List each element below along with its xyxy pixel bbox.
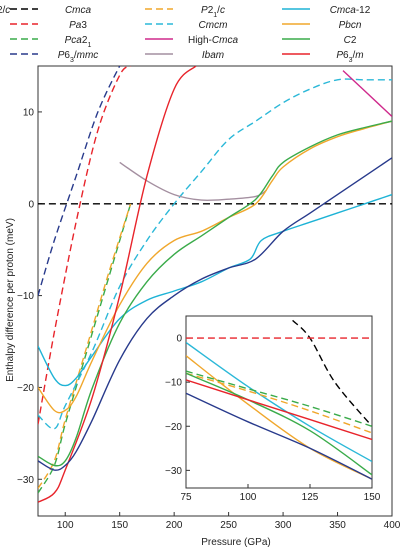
legend-label: Ibam	[202, 50, 224, 61]
legend-item-ibam: Ibam	[145, 50, 224, 61]
main-series-cmca-12	[38, 193, 392, 387]
main-xtick-label: 250	[220, 520, 237, 531]
legend-label: C2	[344, 35, 357, 46]
inset-xtick-label: 125	[302, 492, 319, 503]
legend-label: P63/mmc	[58, 50, 99, 64]
legend-label: Cmca-12	[330, 5, 371, 16]
legend-item-cmcm: Cmcm	[145, 20, 227, 31]
main-ytick-label: −20	[17, 383, 34, 394]
inset-xtick-label: 75	[180, 492, 192, 503]
legend-item-p63-mmc: P63/mmc	[10, 50, 98, 64]
legend-item-pbcn: Pbcn	[282, 20, 362, 31]
legend-label: Pca21	[65, 35, 92, 49]
legend-item-cmca-12: Cmca-12	[282, 5, 371, 16]
legend-item-c2: C2	[282, 35, 357, 46]
main-series-high-cmca	[342, 70, 392, 118]
main-xtick-label: 150	[111, 520, 128, 531]
inset-ytick-label: −20	[165, 422, 182, 433]
inset-series-cmcm	[186, 341, 372, 463]
inset-series-c2-c	[186, 392, 372, 480]
main-ytick-label: −30	[17, 475, 34, 486]
legend-label: C2/c	[0, 5, 10, 16]
inset-series-c2	[186, 372, 372, 476]
main-series-p63-m	[38, 66, 197, 503]
main-ytick-label: 10	[23, 107, 35, 118]
legend-item-high-cmca: High-Cmca	[145, 35, 238, 46]
main-xtick-label: 300	[275, 520, 292, 531]
main-xtick-label: 100	[57, 520, 74, 531]
inset-plot: 75 100 125 150 −30 −20 −10 0	[165, 315, 381, 503]
legend-label: P63/m	[336, 50, 363, 64]
x-axis-label: Pressure (GPa)	[201, 537, 270, 548]
main-ytick-label: −10	[17, 291, 34, 302]
main-series-ibam	[119, 161, 268, 202]
legend-label: High-Cmca	[188, 35, 238, 46]
legend-label: Pbcn	[339, 20, 362, 31]
inset-series-group	[186, 319, 372, 480]
legend-item-p63-m: P63/m	[282, 50, 364, 64]
inset-xtick-label: 100	[240, 492, 257, 503]
inset-series-pca21	[186, 370, 372, 427]
legend-label: Cmca	[65, 5, 92, 16]
main-series-p63-mmc	[38, 66, 123, 296]
inset-series-cmca	[292, 319, 372, 427]
legend-item-pa3: Pa3	[10, 20, 87, 31]
main-frame	[37, 65, 393, 517]
legend-item-pca21: Pca21	[10, 35, 91, 49]
legend-item-cmca: Cmca	[10, 5, 91, 16]
main-plot: 100 150 200 250 300 350 400 −30 −20 −10 0 10	[17, 65, 400, 531]
legend-item-c2-c: C2/c	[0, 5, 10, 16]
main-series-group	[38, 66, 392, 503]
main-series-c2-c	[38, 157, 392, 471]
main-series-pa3	[38, 66, 132, 425]
inset-frame	[185, 315, 373, 489]
legend-item-p21-c: P21/c	[145, 5, 225, 19]
inset-ytick-label: 0	[176, 334, 182, 345]
main-series-pbcn	[38, 120, 392, 414]
main-xtick-label: 200	[166, 520, 183, 531]
inset-series-p63-m	[186, 379, 372, 441]
legend-label: Cmcm	[199, 20, 228, 31]
main-xtick-label: 350	[329, 520, 346, 531]
main-series-cmcm	[38, 78, 392, 430]
inset-xtick-label: 150	[364, 492, 381, 503]
inset-ytick-label: −10	[165, 378, 182, 389]
inset-series-pbcn	[186, 355, 372, 480]
inset-series-p21-c	[186, 372, 372, 434]
main-series-c2	[38, 120, 392, 467]
main-xtick-label: 400	[384, 520, 400, 531]
legend-label: P21/c	[201, 5, 225, 19]
legend-label: Pa3	[69, 20, 87, 31]
main-ytick-label: 0	[28, 199, 34, 210]
y-axis-label: Enthalpy difference per proton (meV)	[5, 218, 16, 382]
inset-ytick-label: −30	[165, 466, 182, 477]
